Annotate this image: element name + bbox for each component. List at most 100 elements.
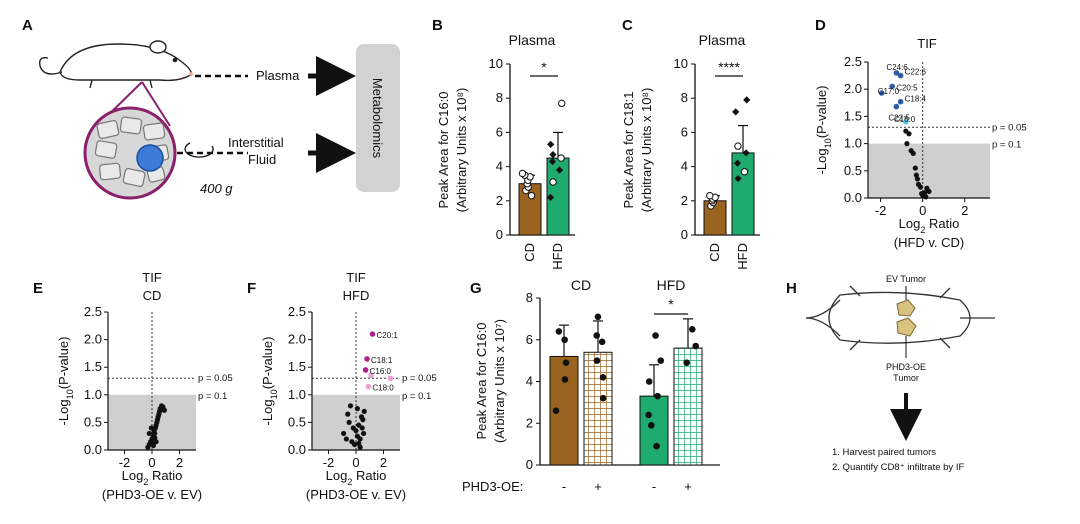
y-tick-label: 6 — [496, 124, 503, 139]
data-point — [683, 359, 690, 367]
chart-title: TIF — [142, 270, 162, 285]
data-point — [562, 359, 570, 367]
data-point — [917, 184, 924, 190]
data-point — [353, 428, 359, 434]
bar-3 — [673, 347, 703, 466]
bar-2 — [639, 395, 669, 466]
y-tick-label: 0 — [496, 227, 503, 242]
data-point — [549, 151, 557, 159]
data-point — [594, 313, 602, 321]
y-tick-label: 0.0 — [84, 442, 102, 457]
data-point — [343, 436, 349, 442]
y-axis-label: -Log10(P-value) — [260, 337, 279, 426]
phd3-tumor-label-2: Tumor — [893, 373, 919, 383]
data-point — [360, 430, 367, 437]
y-tick-label: 8 — [526, 290, 533, 305]
data-point — [593, 332, 601, 339]
panel-letter-e: E — [33, 280, 43, 297]
panel-letter-b: B — [432, 17, 443, 34]
data-point — [552, 407, 560, 415]
phd3-row-label: PHD3-OE: — [462, 479, 523, 494]
x-axis-label-2: (PHD3-OE v. EV) — [306, 487, 406, 502]
phd3-tumor-icon — [896, 317, 917, 337]
significance-label: * — [668, 296, 674, 312]
panel-letter-d: D — [815, 17, 826, 34]
data-point — [561, 336, 568, 344]
x-axis-label: Log2 Ratio — [326, 468, 387, 487]
data-point — [657, 357, 665, 364]
data-point — [914, 176, 921, 182]
y-tick-label: 2 — [681, 193, 688, 208]
threshold-label: p = 0.05 — [992, 122, 1027, 133]
y-axis-label-1: Peak Area for C16:0 — [474, 322, 489, 439]
data-point — [645, 378, 653, 385]
metabolomics-box — [356, 44, 400, 192]
data-point — [354, 406, 360, 412]
data-point — [733, 159, 742, 167]
category-label-hfd: HFD — [735, 243, 750, 270]
y-tick-label: 0 — [526, 457, 533, 472]
data-point — [561, 376, 569, 383]
bar-hfd — [731, 152, 755, 236]
panel-letter-a: A — [22, 17, 33, 34]
data-point — [734, 142, 742, 150]
group-label-cd: CD — [571, 277, 591, 293]
x-tick-label: 0 — [148, 455, 155, 470]
data-point — [146, 430, 152, 437]
data-point-highlight — [893, 103, 900, 110]
y-axis-label-2: (Arbitrary Units x 10⁷) — [492, 319, 507, 443]
data-point — [593, 357, 601, 364]
plasma-label: Plasma — [256, 68, 300, 83]
data-point-highlight — [897, 98, 904, 105]
data-point — [547, 140, 555, 148]
tissue-circle-icon — [83, 106, 177, 200]
y-tick-label: 2.5 — [844, 54, 862, 69]
rotation-arrow-icon — [184, 142, 214, 158]
y-tick-label: 2.5 — [288, 304, 306, 319]
phd3-row-value: + — [684, 479, 692, 494]
y-tick-label: 1.5 — [84, 359, 102, 374]
data-point — [645, 411, 652, 419]
bar-1 — [583, 351, 613, 466]
y-axis-label-1: Peak Area for C18:1 — [621, 91, 636, 208]
data-point — [346, 419, 352, 425]
y-tick-label: 2.5 — [84, 304, 102, 319]
data-point-highlight — [889, 83, 895, 90]
chart-title: Plasma — [699, 32, 746, 48]
data-point — [599, 394, 607, 402]
x-axis-label-2: (HFD v. CD) — [894, 235, 965, 250]
data-point — [598, 338, 606, 346]
ev-tumor-icon — [896, 299, 916, 317]
data-point — [546, 193, 555, 201]
panel-letter-c: C — [622, 17, 633, 34]
data-point-highlight — [903, 119, 909, 125]
x-tick-label: 2 — [961, 203, 968, 218]
y-axis-label: -Log10(P-value) — [814, 86, 833, 175]
y-tick-label: 4 — [681, 159, 688, 174]
y-tick-label: 2.0 — [288, 332, 306, 347]
data-point — [558, 99, 566, 108]
x-axis-label: Log2 Ratio — [122, 468, 183, 487]
data-point-label: C22:5 — [888, 114, 910, 123]
mouse-icon — [38, 40, 193, 89]
y-tick-label: 2.0 — [84, 332, 102, 347]
data-point — [706, 191, 714, 200]
data-point-highlight — [387, 375, 394, 382]
x-tick-label: -2 — [119, 455, 131, 470]
panel-a: A Plasma — [22, 17, 400, 200]
y-tick-label: 10 — [674, 56, 688, 71]
y-tick-label: 0 — [681, 227, 688, 242]
data-point-label: C20:5 — [896, 83, 918, 92]
chart-subtitle: HFD — [343, 288, 370, 303]
data-point — [527, 191, 536, 200]
data-point-highlight — [897, 72, 904, 79]
y-tick-label: 0.0 — [844, 190, 862, 205]
panel-letter-g: G — [470, 280, 482, 297]
y-tick-label: 8 — [681, 90, 688, 105]
data-point-highlight — [368, 372, 374, 379]
data-point — [153, 439, 159, 445]
y-tick-label: 2 — [526, 415, 533, 430]
x-axis-label: Log2 Ratio — [899, 216, 960, 235]
y-tick-label: 0.5 — [288, 414, 306, 429]
